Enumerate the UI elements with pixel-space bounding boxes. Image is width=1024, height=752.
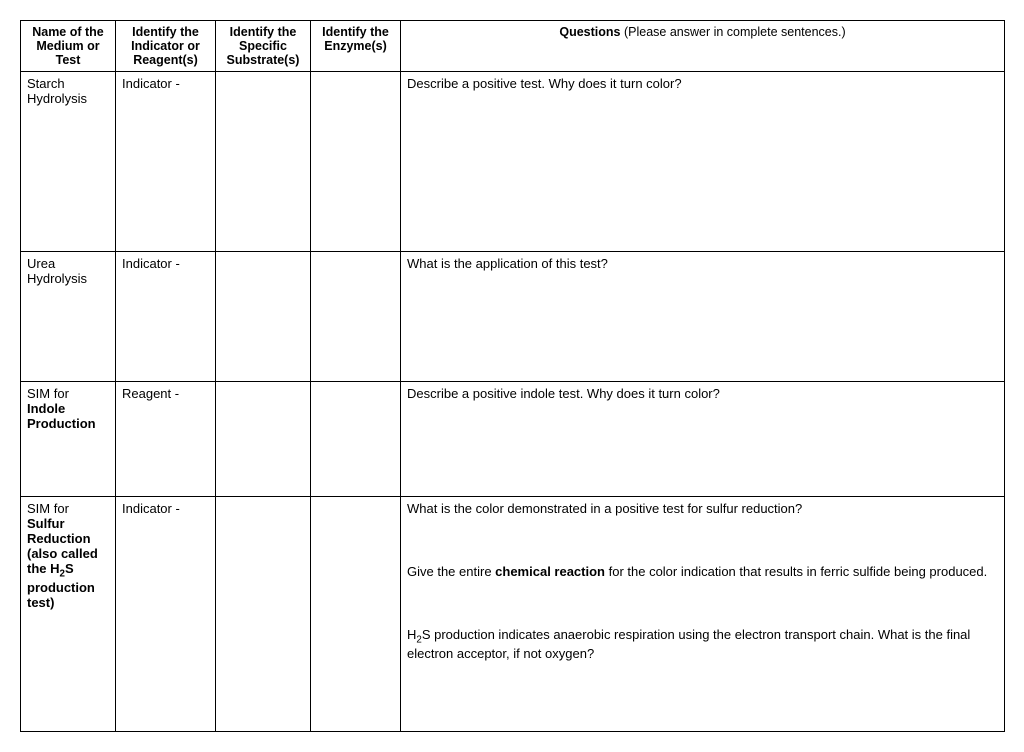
name-bold: Sulfur Reduction (also called the H2S pr… [27,516,98,610]
cell-substrate [216,72,311,252]
question-text: Describe a positive test. Why does it tu… [407,76,998,91]
question-text: Give the entire chemical reaction for th… [407,564,998,579]
cell-enzyme [311,497,401,732]
table-row: Urea Hydrolysis Indicator - What is the ap… [21,252,1005,382]
name-bold: Indole Production [27,401,96,431]
question-text: What is the application of this test? [407,256,998,271]
cell-questions: What is the application of this test? [401,252,1005,382]
name-plain: Starch Hydrolysis [27,76,87,106]
question-text: Describe a positive indole test. Why doe… [407,386,998,401]
cell-substrate [216,497,311,732]
cell-questions: Describe a positive test. Why does it tu… [401,72,1005,252]
cell-name: Urea Hydrolysis [21,252,116,382]
cell-enzyme [311,382,401,497]
cell-questions: What is the color demonstrated in a posi… [401,497,1005,732]
cell-indicator: Indicator - [116,252,216,382]
cell-indicator: Indicator - [116,497,216,732]
cell-questions: Describe a positive indole test. Why doe… [401,382,1005,497]
name-plain: SIM for [27,386,69,401]
question-text: What is the color demonstrated in a posi… [407,501,998,516]
table-row: SIM for Indole ProductionReagent -Descri… [21,382,1005,497]
header-enzyme: Identify the Enzyme(s) [311,21,401,72]
header-questions-prefix: Questions [559,25,624,39]
header-questions-note: (Please answer in complete sentences.) [624,25,846,39]
header-row: Name of the Medium or Test Identify the … [21,21,1005,72]
cell-name: SIM for Sulfur Reduction (also called th… [21,497,116,732]
cell-enzyme [311,72,401,252]
cell-enzyme [311,252,401,382]
cell-substrate [216,382,311,497]
header-substrate: Identify the Specific Substrate(s) [216,21,311,72]
header-name: Name of the Medium or Test [21,21,116,72]
cell-indicator: Indicator - [116,72,216,252]
name-plain: Urea Hydrolysis [27,256,87,286]
header-indicator: Identify the Indicator or Reagent(s) [116,21,216,72]
cell-indicator: Reagent - [116,382,216,497]
name-plain: SIM for [27,501,69,516]
question-text: H2S production indicates anaerobic respi… [407,627,998,661]
table-row: Starch Hydrolysis Indicator - Describe a p… [21,72,1005,252]
biochemical-test-table: Name of the Medium or Test Identify the … [20,20,1005,732]
header-questions: Questions (Please answer in complete sen… [401,21,1005,72]
cell-substrate [216,252,311,382]
cell-name: SIM for Indole Production [21,382,116,497]
cell-name: Starch Hydrolysis [21,72,116,252]
table-row: SIM for Sulfur Reduction (also called th… [21,497,1005,732]
